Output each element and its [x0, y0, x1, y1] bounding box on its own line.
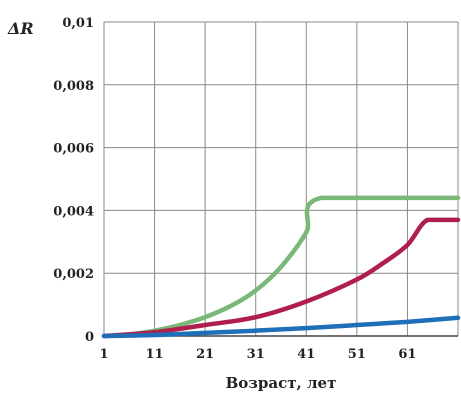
- x-tick-label: 1: [99, 347, 108, 362]
- x-tick-label: 11: [146, 347, 164, 362]
- y-axis-title: ΔR: [7, 19, 34, 38]
- x-tick-label: 61: [398, 347, 416, 362]
- x-tick-label: 31: [247, 347, 265, 362]
- x-tick-label: 51: [348, 347, 366, 362]
- x-tick-label: 21: [196, 347, 214, 362]
- y-tick-labels: 0 0,002 0,004 0,006 0,008 0,01: [53, 16, 94, 345]
- series-line-3: [101, 315, 461, 339]
- series-line-2: [101, 217, 461, 339]
- x-axis-title: Возраст, лет: [226, 374, 337, 392]
- y-tick-label: 0: [85, 330, 94, 345]
- series-group: [101, 195, 461, 339]
- gridlines: [103, 21, 459, 337]
- y-tick-label: 0,008: [53, 79, 94, 94]
- y-tick-label: 0,01: [62, 16, 94, 31]
- y-tick-label: 0,004: [53, 204, 94, 219]
- plot-area: [104, 22, 458, 336]
- y-tick-label: 0,002: [53, 267, 94, 282]
- y-tick-label: 0,006: [53, 142, 94, 157]
- x-tick-label: 41: [297, 347, 315, 362]
- x-tick-labels: 1 11 21 31 41 51 61: [99, 347, 416, 362]
